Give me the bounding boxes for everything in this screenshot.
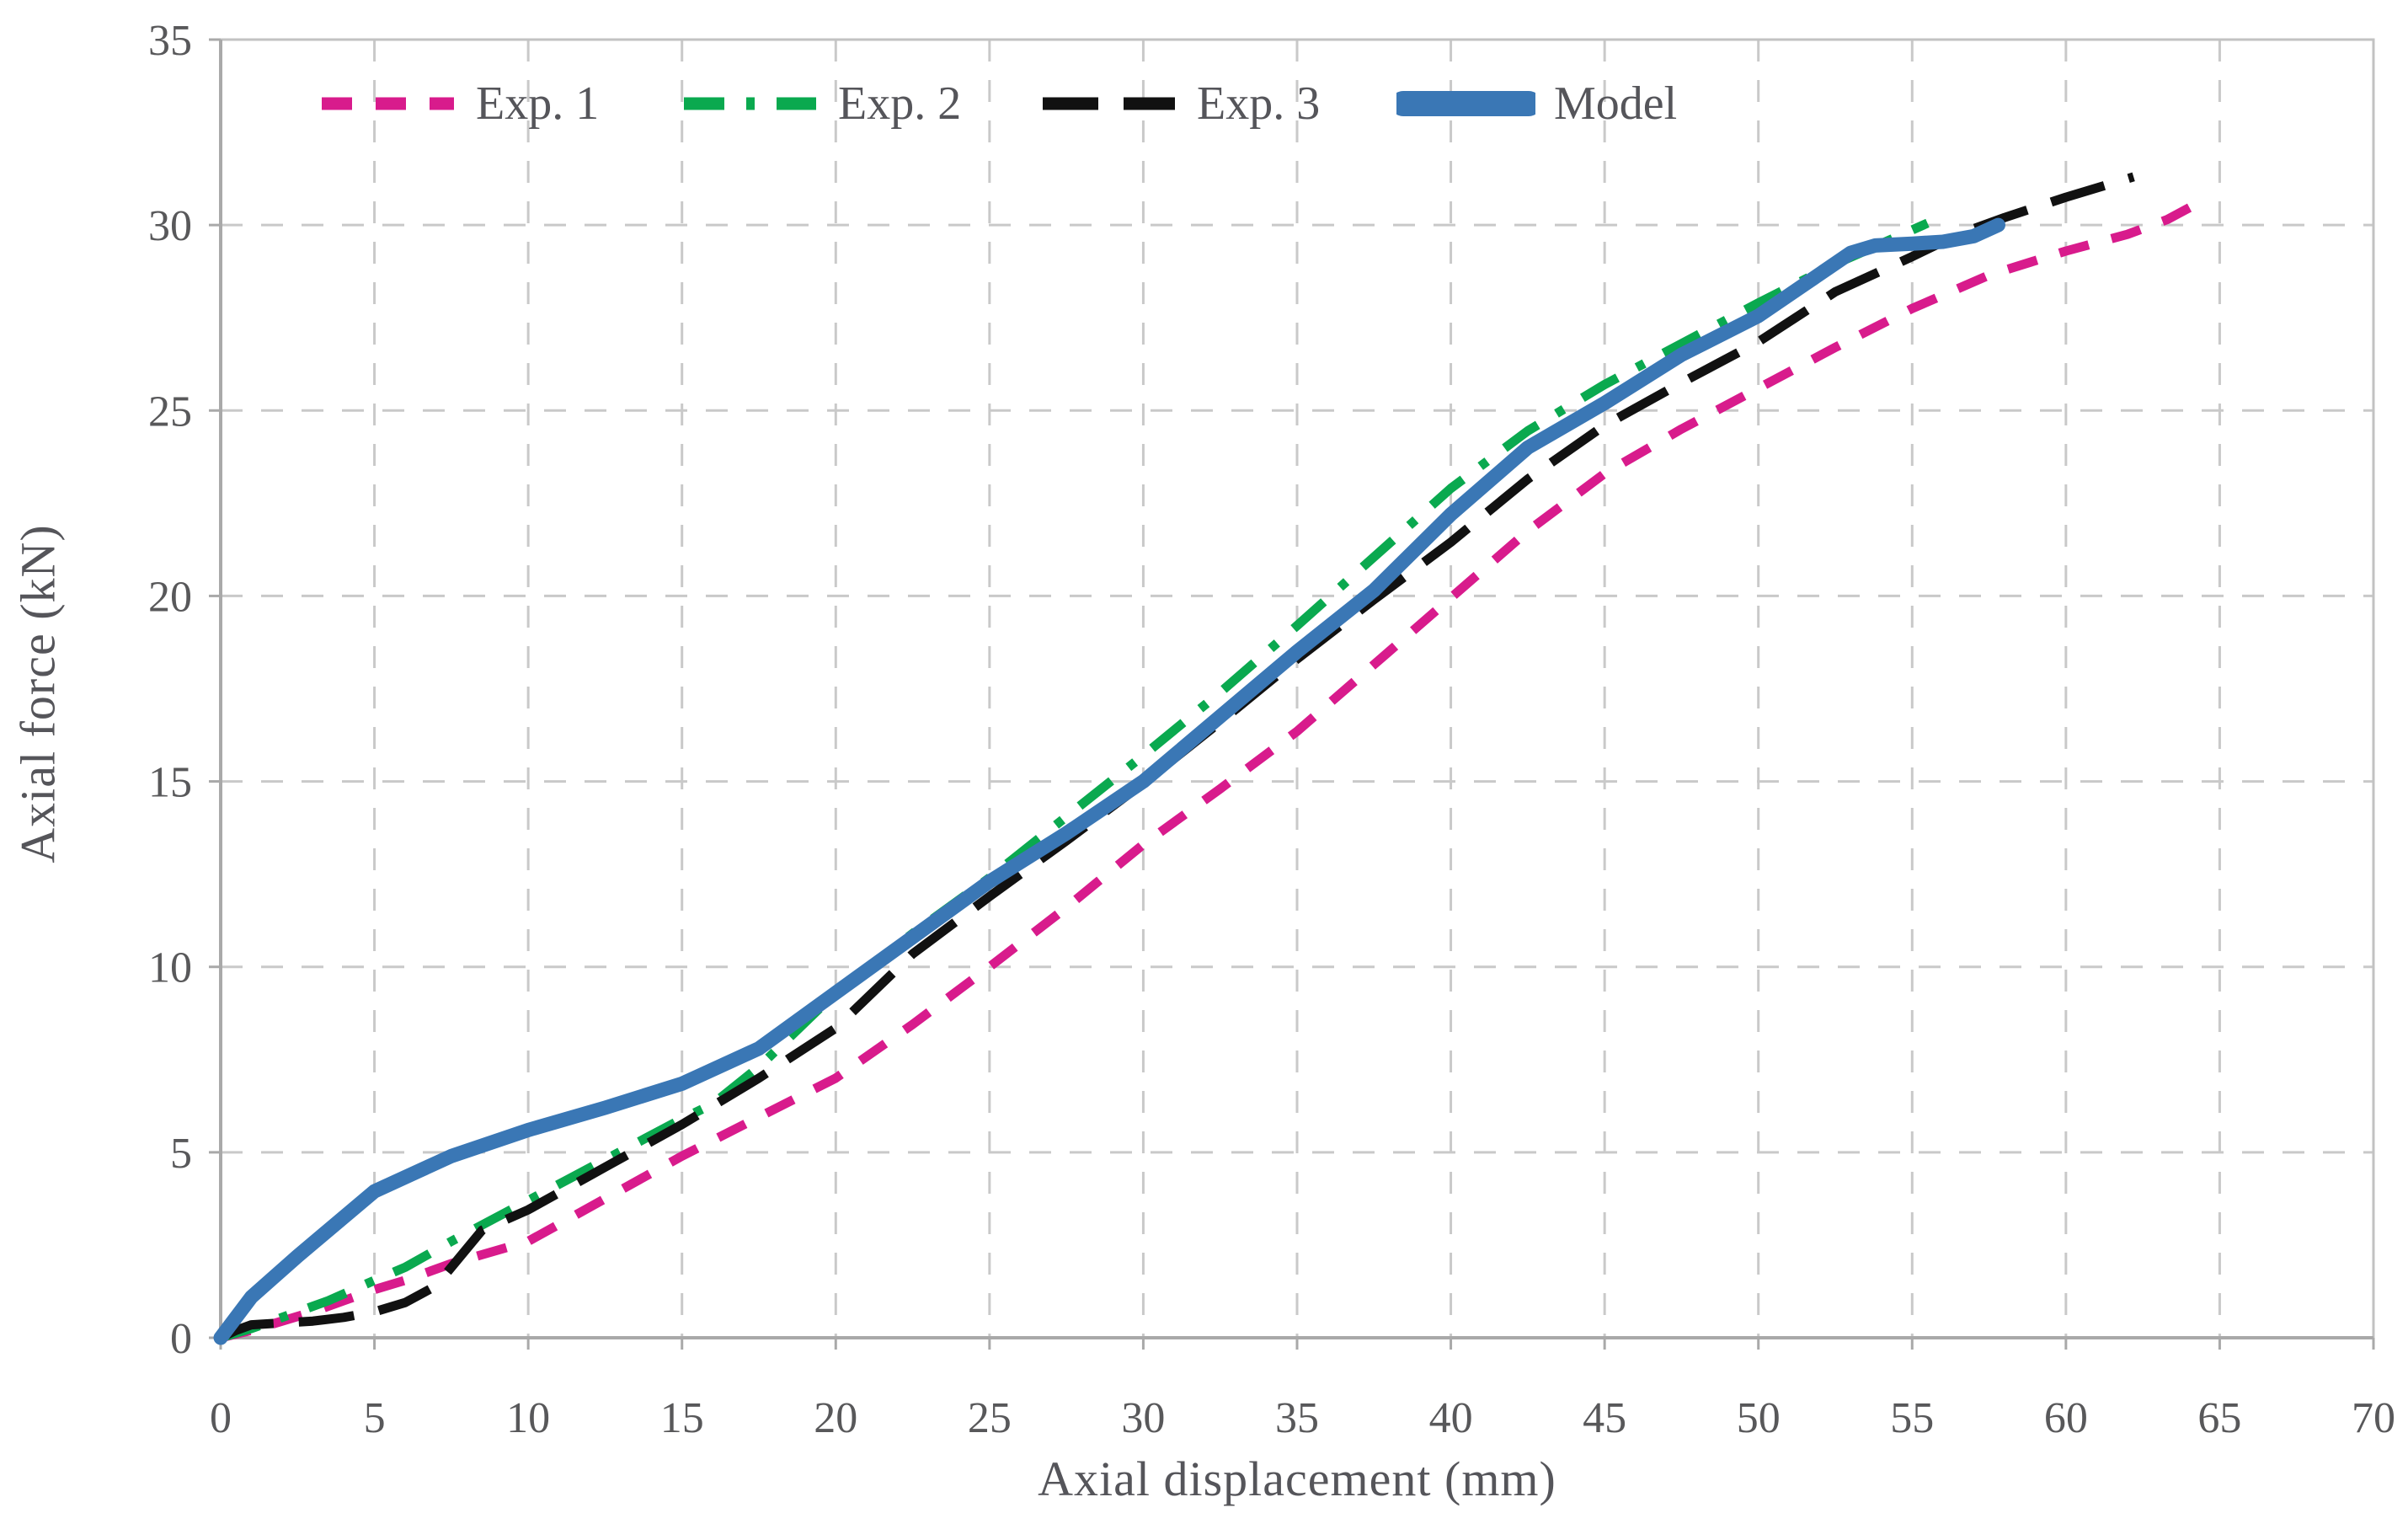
- legend-item-model: Model: [1396, 74, 1677, 133]
- x-tick-label: 25: [968, 1394, 1012, 1442]
- legend-item-exp-1: Exp. 1: [318, 74, 599, 133]
- legend-label-model: Model: [1554, 78, 1678, 130]
- y-axis-title: Axial force (kN): [10, 524, 66, 863]
- model-line-swatch: [1396, 91, 1535, 116]
- legend-item-exp-2: Exp. 2: [681, 74, 961, 133]
- x-tick-label: 5: [364, 1394, 386, 1442]
- x-tick-label: 40: [1429, 1394, 1473, 1442]
- y-tick-label: 35: [148, 17, 192, 65]
- legend-label-exp-2: Exp. 2: [838, 78, 962, 130]
- y-tick-label: 5: [170, 1130, 192, 1178]
- x-tick-label: 60: [2044, 1394, 2088, 1442]
- x-tick-label: 70: [2352, 1394, 2395, 1442]
- x-tick-label: 55: [1890, 1394, 1934, 1442]
- y-tick-label: 10: [148, 944, 192, 992]
- x-tick-label: 45: [1583, 1394, 1626, 1442]
- y-tick-label: 25: [148, 388, 192, 436]
- y-tick-label: 20: [148, 573, 192, 621]
- x-tick-label: 15: [660, 1394, 704, 1442]
- y-tick-label: 15: [148, 759, 192, 807]
- legend-label-exp-3: Exp. 3: [1197, 78, 1321, 130]
- y-tick-label: 0: [170, 1315, 192, 1363]
- exp-1-line-swatch: [322, 97, 454, 110]
- series-line-model: [213, 217, 2005, 1345]
- x-tick-label: 20: [814, 1394, 857, 1442]
- x-tick-label: 65: [2197, 1394, 2241, 1442]
- series-line-exp-1: [219, 200, 2197, 1343]
- legend-item-exp-3: Exp. 3: [1039, 74, 1320, 133]
- x-tick-label: 10: [506, 1394, 550, 1442]
- legend-label-exp-1: Exp. 1: [476, 78, 600, 130]
- y-tick-label: 30: [148, 202, 192, 250]
- exp-3-line-swatch: [1043, 97, 1175, 110]
- x-tick-label: 30: [1121, 1394, 1165, 1442]
- x-tick-label: 50: [1737, 1394, 1781, 1442]
- exp-2-line-swatch: [684, 97, 816, 110]
- x-tick-label: 35: [1275, 1394, 1319, 1442]
- x-axis-title: Axial displacement (mm): [1038, 1451, 1556, 1506]
- series-line-exp-3: [218, 172, 2135, 1342]
- x-tick-label: 0: [210, 1394, 232, 1442]
